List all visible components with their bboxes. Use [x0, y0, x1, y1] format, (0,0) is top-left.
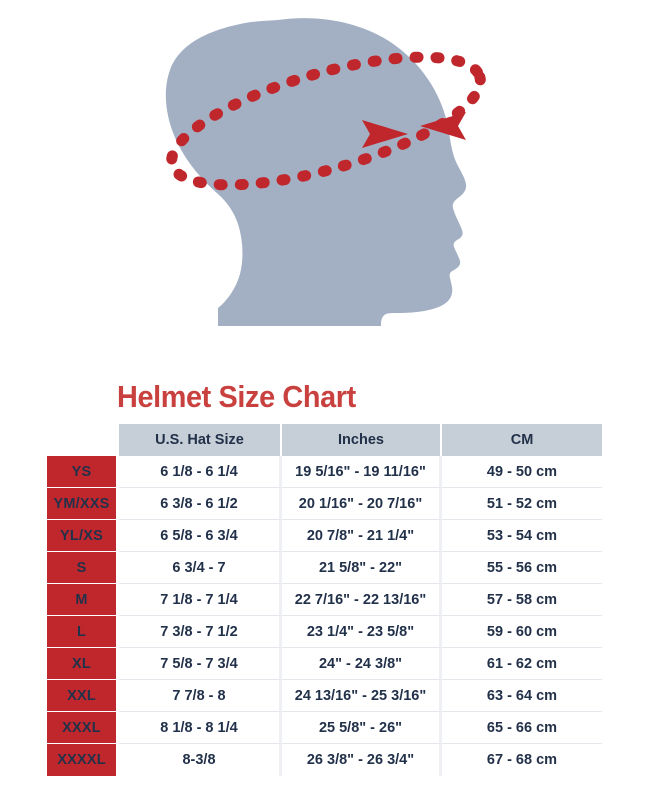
row-cm: 53 - 54 cm — [442, 520, 602, 552]
row-hat-size: 8 1/8 - 8 1/4 — [119, 712, 282, 744]
helmet-size-table: U.S. Hat Size Inches CM YS 6 1/8 - 6 1/4… — [47, 424, 602, 776]
row-size-label: M — [47, 584, 119, 616]
table-row: XXXXL 8-3/8 26 3/8" - 26 3/4" 67 - 68 cm — [47, 744, 602, 776]
row-cm: 65 - 66 cm — [442, 712, 602, 744]
row-size-label: XXXL — [47, 712, 119, 744]
row-cm: 51 - 52 cm — [442, 488, 602, 520]
row-inches: 20 7/8" - 21 1/4" — [282, 520, 442, 552]
table-row: M 7 1/8 - 7 1/4 22 7/16" - 22 13/16" 57 … — [47, 584, 602, 616]
row-size-label: XL — [47, 648, 119, 680]
row-hat-size: 7 1/8 - 7 1/4 — [119, 584, 282, 616]
table-row: S 6 3/4 - 7 21 5/8" - 22" 55 - 56 cm — [47, 552, 602, 584]
row-cm: 67 - 68 cm — [442, 744, 602, 776]
row-size-label: XXXXL — [47, 744, 119, 776]
header-cm: CM — [442, 424, 602, 456]
row-size-label: XXL — [47, 680, 119, 712]
row-cm: 59 - 60 cm — [442, 616, 602, 648]
measuring-tape-dashes — [166, 51, 486, 191]
row-hat-size: 7 7/8 - 8 — [119, 680, 282, 712]
head-profile-svg — [165, 18, 486, 327]
table-body: YS 6 1/8 - 6 1/4 19 5/16" - 19 11/16" 49… — [47, 456, 602, 776]
page-title: Helmet Size Chart — [117, 379, 356, 414]
header-inches: Inches — [282, 424, 442, 456]
table-row: XL 7 5/8 - 7 3/4 24" - 24 3/8" 61 - 62 c… — [47, 648, 602, 680]
row-inches: 25 5/8" - 26" — [282, 712, 442, 744]
table-row: XXL 7 7/8 - 8 24 13/16" - 25 3/16" 63 - … — [47, 680, 602, 712]
row-cm: 57 - 58 cm — [442, 584, 602, 616]
row-inches: 24" - 24 3/8" — [282, 648, 442, 680]
row-hat-size: 6 1/8 - 6 1/4 — [119, 456, 282, 488]
row-size-label: YM/XXS — [47, 488, 119, 520]
head-silhouette-shape — [165, 18, 467, 327]
row-size-label: YL/XS — [47, 520, 119, 552]
row-size-label: YS — [47, 456, 119, 488]
row-hat-size: 8-3/8 — [119, 744, 282, 776]
row-hat-size: 7 3/8 - 7 1/2 — [119, 616, 282, 648]
row-inches: 19 5/16" - 19 11/16" — [282, 456, 442, 488]
row-inches: 20 1/16" - 20 7/16" — [282, 488, 442, 520]
row-inches: 24 13/16" - 25 3/16" — [282, 680, 442, 712]
table-row: XXXL 8 1/8 - 8 1/4 25 5/8" - 26" 65 - 66… — [47, 712, 602, 744]
row-size-label: L — [47, 616, 119, 648]
row-inches: 22 7/16" - 22 13/16" — [282, 584, 442, 616]
row-cm: 55 - 56 cm — [442, 552, 602, 584]
row-inches: 23 1/4" - 23 5/8" — [282, 616, 442, 648]
arrow-left-icon — [420, 112, 466, 140]
table-header: U.S. Hat Size Inches CM — [47, 424, 602, 456]
row-cm: 63 - 64 cm — [442, 680, 602, 712]
row-hat-size: 6 5/8 - 6 3/4 — [119, 520, 282, 552]
table-row: YM/XXS 6 3/8 - 6 1/2 20 1/16" - 20 7/16"… — [47, 488, 602, 520]
row-hat-size: 6 3/4 - 7 — [119, 552, 282, 584]
row-size-label: S — [47, 552, 119, 584]
row-cm: 61 - 62 cm — [442, 648, 602, 680]
head-measurement-illustration — [0, 0, 648, 360]
header-blank-cell — [47, 424, 119, 456]
table-row: YL/XS 6 5/8 - 6 3/4 20 7/8" - 21 1/4" 53… — [47, 520, 602, 552]
table-row: YS 6 1/8 - 6 1/4 19 5/16" - 19 11/16" 49… — [47, 456, 602, 488]
table-row: L 7 3/8 - 7 1/2 23 1/4" - 23 5/8" 59 - 6… — [47, 616, 602, 648]
header-us-hat-size: U.S. Hat Size — [119, 424, 282, 456]
row-inches: 26 3/8" - 26 3/4" — [282, 744, 442, 776]
row-hat-size: 6 3/8 - 6 1/2 — [119, 488, 282, 520]
arrow-right-icon — [362, 120, 408, 148]
row-inches: 21 5/8" - 22" — [282, 552, 442, 584]
row-hat-size: 7 5/8 - 7 3/4 — [119, 648, 282, 680]
table-header-row: U.S. Hat Size Inches CM — [47, 424, 602, 456]
row-cm: 49 - 50 cm — [442, 456, 602, 488]
